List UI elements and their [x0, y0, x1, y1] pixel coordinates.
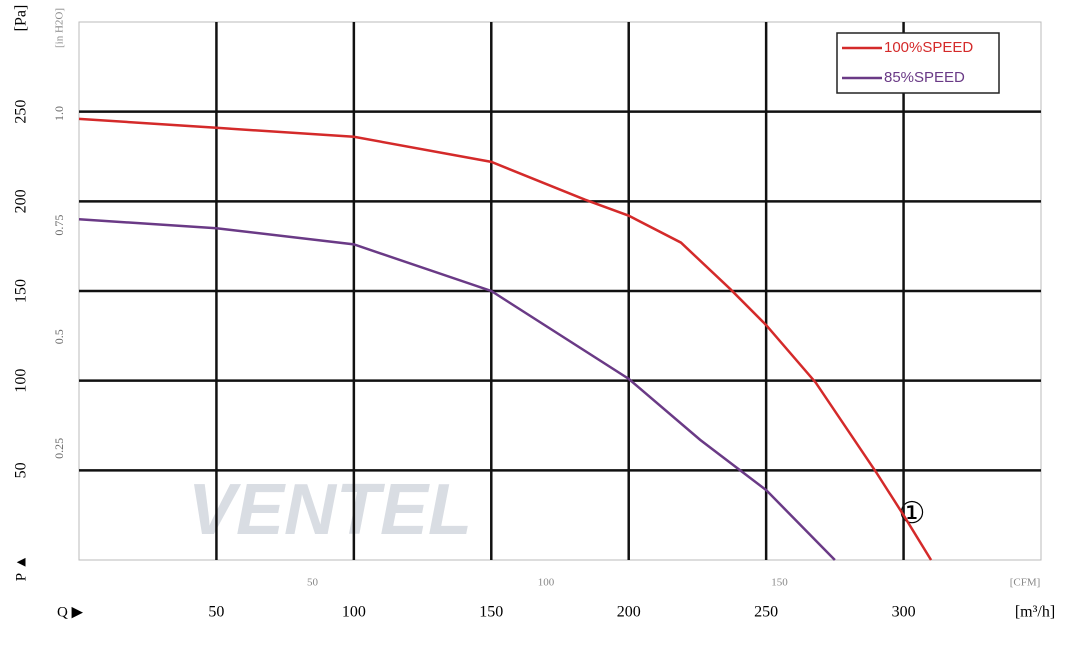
y2-tick-label: 0.25	[52, 438, 66, 459]
x2-tick-label: 100	[538, 577, 555, 589]
y2-tick-label: 0.75	[52, 215, 66, 236]
x-tick-label: 150	[479, 604, 503, 621]
p-label: P ▲	[13, 555, 29, 581]
y-tick-label: 200	[13, 189, 30, 213]
watermark: VENTEL	[188, 470, 472, 550]
x2-tick-label: 150	[771, 577, 788, 589]
x-tick-label: 300	[892, 604, 916, 621]
y-tick-label: 50	[13, 462, 30, 478]
x-tick-label: 50	[208, 604, 224, 621]
y-tick-label: 250	[13, 100, 30, 124]
y2-axis-label: [in H2O]	[54, 8, 66, 48]
legend-label: 85%SPEED	[884, 69, 965, 86]
y-tick-label: 100	[13, 369, 30, 393]
legend-box	[836, 32, 1000, 94]
x-tick-label: 100	[342, 604, 366, 621]
q-label: Q ▶	[57, 604, 84, 620]
y2-tick-label: 1.0	[52, 106, 66, 121]
x2-tick-label: 50	[307, 577, 319, 589]
y2-tick-label: 0.5	[52, 329, 66, 344]
curve	[78, 218, 836, 561]
y-axis-label: [Pa]	[13, 5, 30, 32]
x-tick-label: 250	[754, 604, 778, 621]
y-tick-label: 150	[13, 279, 30, 303]
x2-axis-label: [CFM]	[1010, 577, 1041, 589]
x-tick-label: 200	[617, 604, 641, 621]
curve	[78, 117, 933, 561]
x-axis-label: [m³/h]	[1015, 604, 1055, 621]
legend-label: 100%SPEED	[884, 39, 973, 56]
